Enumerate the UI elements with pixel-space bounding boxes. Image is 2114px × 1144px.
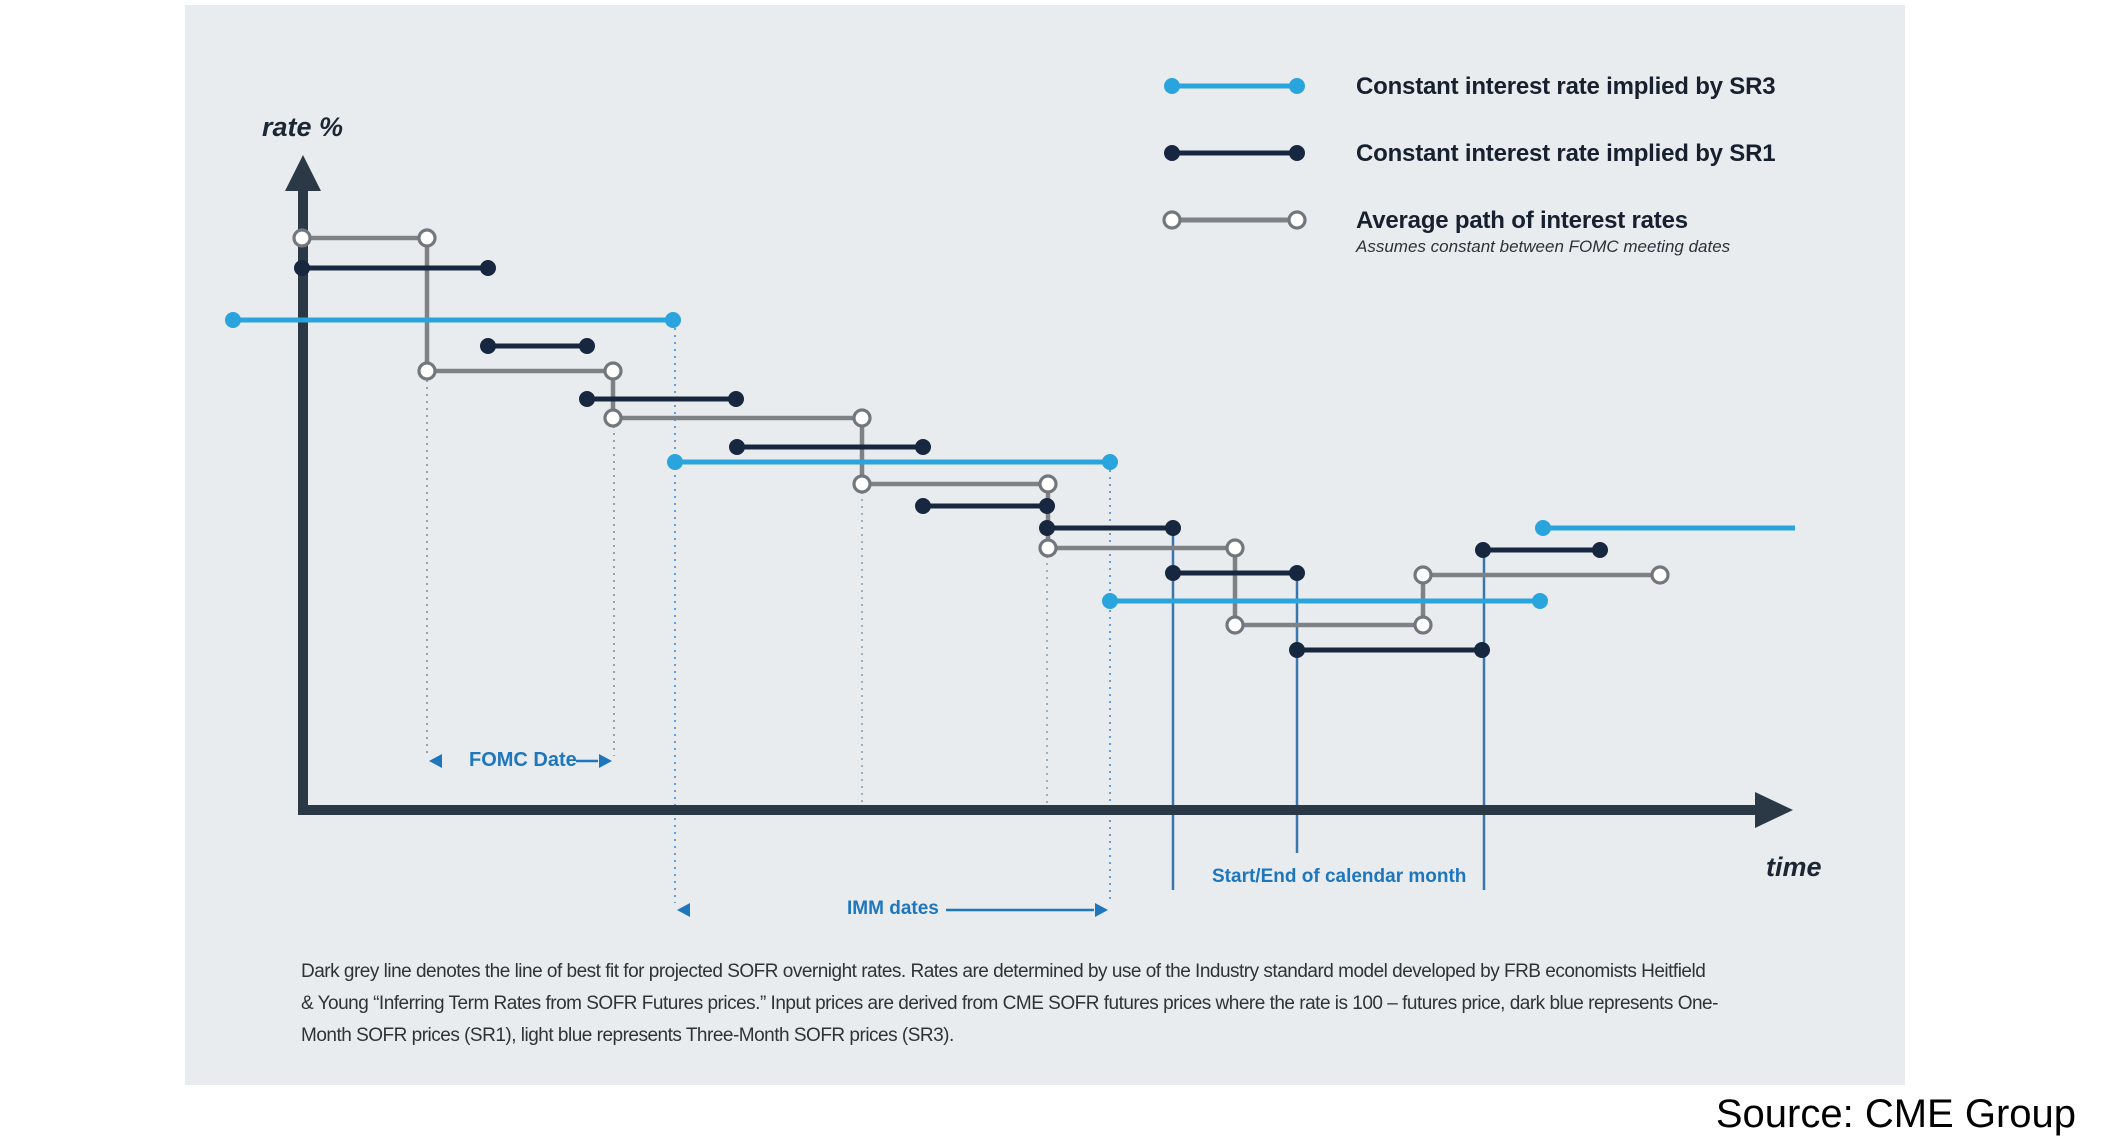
footnote-line-1: Dark grey line denotes the line of best … <box>301 961 1706 982</box>
legend-item-average-path: Average path of interest rates <box>1356 207 1688 234</box>
legend-item-sr1: Constant interest rate implied by SR1 <box>1356 140 1776 167</box>
fomc-date-annotation: FOMC Date <box>469 749 577 771</box>
calendar-month-annotation: Start/End of calendar month <box>1212 866 1467 887</box>
imm-dates-annotation: IMM dates <box>847 898 939 919</box>
y-axis-label: rate % <box>262 112 344 142</box>
legend-item-sr3: Constant interest rate implied by SR3 <box>1356 73 1776 100</box>
source-credit: Source: CME Group <box>1715 1092 2076 1136</box>
legend-item-average-path-note: Assumes constant between FOMC meeting da… <box>1356 237 1731 256</box>
footnote-line-2: & Young “Inferring Term Rates from SOFR … <box>301 993 1718 1014</box>
x-axis-label: time <box>1766 852 1822 882</box>
footnote-line-3: Month SOFR prices (SR1), light blue repr… <box>301 1025 954 1046</box>
